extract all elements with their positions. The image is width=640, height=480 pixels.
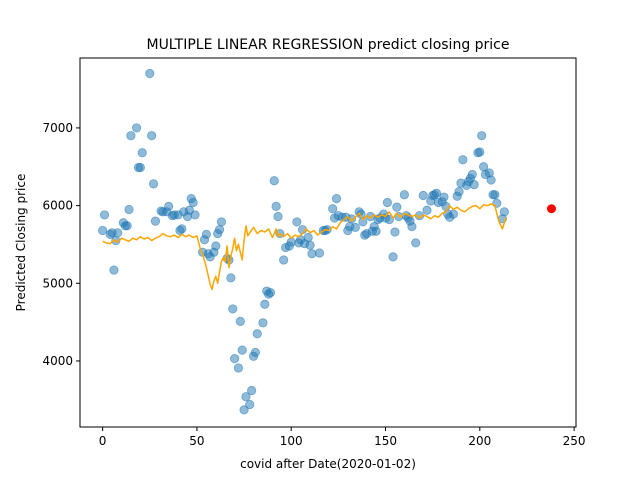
actual-price-point [371, 226, 381, 236]
actual-price-point [490, 190, 500, 200]
x-tick-label: 200 [468, 434, 491, 448]
x-axis-label: covid after Date(2020-01-02) [240, 457, 416, 471]
x-tick-label: 250 [563, 434, 586, 448]
actual-price-point [286, 237, 296, 247]
actual-price-point [467, 169, 477, 180]
x-tick-label: 50 [189, 434, 204, 448]
actual-price-point [350, 222, 360, 232]
actual-price-point [201, 229, 211, 239]
actual-price-point [245, 399, 255, 410]
actual-price-point [475, 147, 485, 157]
actual-price-point [279, 255, 289, 265]
y-tick-label: 5000 [42, 276, 73, 290]
actual-price-point [411, 238, 421, 248]
actual-price-point [307, 249, 317, 259]
actual-price-point [258, 318, 268, 328]
actual-price-point [177, 224, 187, 234]
actual-price-point [269, 176, 279, 186]
actual-price-point [252, 329, 262, 339]
actual-price-point [328, 204, 338, 214]
actual-price-point [164, 201, 174, 211]
actual-price-point [384, 214, 394, 225]
actual-price-point [305, 240, 315, 250]
actual-price-point [145, 68, 155, 79]
actual-price-points [98, 68, 509, 415]
actual-price-point [469, 180, 479, 190]
axes-frame [79, 57, 577, 428]
actual-price-point [390, 227, 400, 237]
predicted-price-line [102, 203, 507, 291]
actual-price-point [250, 347, 260, 358]
actual-price-point [382, 197, 393, 208]
actual-price-point [331, 194, 342, 204]
actual-price-point [492, 198, 502, 208]
actual-price-point [124, 204, 134, 215]
actual-price-point [407, 221, 417, 232]
actual-price-point [122, 221, 132, 231]
actual-price-point [98, 225, 108, 236]
actual-price-point [99, 210, 110, 220]
actual-price-point [399, 190, 409, 200]
actual-price-point [241, 392, 251, 402]
y-tick-label: 7000 [42, 121, 73, 135]
y-axis-label: Predicted Closing price [14, 174, 28, 312]
actual-price-point [233, 363, 244, 373]
actual-price-point [292, 217, 302, 227]
actual-price-point [431, 188, 442, 198]
actual-price-point [230, 354, 240, 364]
actual-price-point [109, 265, 119, 275]
actual-price-point [477, 131, 487, 141]
actual-price-point [190, 210, 200, 220]
actual-price-point [235, 316, 245, 326]
actual-price-point [126, 131, 136, 141]
actual-price-point [265, 288, 276, 298]
actual-price-point [188, 197, 198, 208]
actual-price-point [150, 216, 161, 226]
actual-price-point [148, 179, 159, 189]
actual-price-point [346, 214, 357, 224]
actual-price-point [314, 248, 325, 258]
actual-price-point [239, 405, 249, 415]
actual-price-point [458, 155, 468, 165]
actual-price-point [358, 217, 368, 227]
x-tick-label: 150 [374, 434, 397, 448]
actual-price-point [113, 228, 123, 238]
actual-price-point [211, 241, 221, 251]
actual-price-point [422, 205, 432, 215]
actual-price-point [135, 162, 145, 173]
actual-price-point [226, 273, 236, 283]
actual-price-point [271, 201, 281, 211]
x-tick-label: 0 [99, 434, 107, 448]
actual-price-point [137, 148, 147, 158]
actual-price-point [499, 207, 509, 217]
actual-price-point [147, 131, 157, 141]
actual-price-point [237, 345, 247, 355]
forecast-point-layer [546, 204, 556, 214]
predicted-price-polyline [102, 203, 507, 291]
actual-price-point [388, 252, 398, 262]
actual-price-point [418, 190, 428, 201]
actual-price-point [216, 217, 227, 227]
y-tick-label: 4000 [42, 354, 73, 368]
y-tick-label: 6000 [42, 199, 73, 213]
actual-price-point [131, 123, 142, 133]
actual-price-point [247, 385, 257, 396]
actual-price-point [392, 202, 402, 212]
y-axis-ticks: 4000 5000 6000 7000 [42, 121, 80, 368]
forecast-point [546, 204, 556, 214]
actual-price-point [448, 209, 459, 219]
actual-price-point [228, 304, 238, 314]
actual-price-point [454, 187, 464, 197]
actual-price-point [439, 192, 449, 202]
x-tick-label: 100 [280, 434, 303, 448]
chart-title: MULTIPLE LINEAR REGRESSION predict closi… [146, 37, 509, 53]
actual-price-point [486, 175, 496, 185]
actual-price-point [273, 211, 283, 222]
actual-price-point [303, 232, 313, 243]
actual-price-point [260, 299, 270, 309]
x-axis-ticks: 0 50 100 150 200 250 [99, 427, 586, 448]
actual-price-point [214, 225, 225, 235]
